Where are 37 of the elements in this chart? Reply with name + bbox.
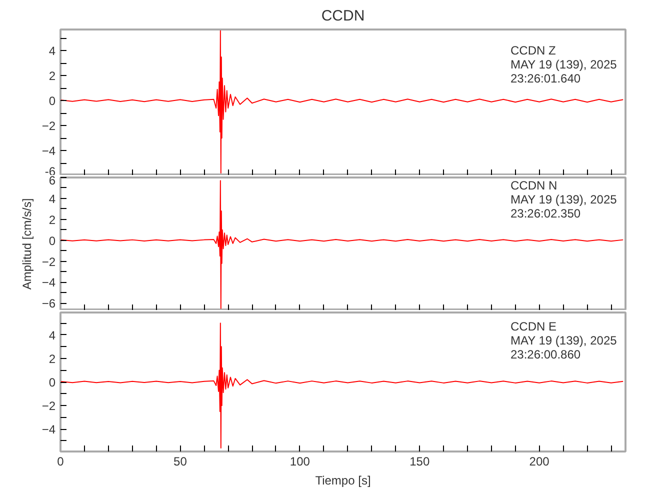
annotation: MAY 19 (139), 2025: [510, 58, 618, 72]
annotation: CCDN N: [510, 178, 558, 192]
y-tick-label: 0: [48, 234, 56, 248]
annotation: CCDN Z: [510, 44, 556, 58]
annotation: MAY 19 (139), 2025: [510, 192, 618, 206]
x-tick-label: 150: [410, 454, 430, 468]
y-tick-label: 2: [48, 212, 56, 227]
annotation: 23:26:01.640: [510, 72, 581, 86]
annotation: MAY 19 (139), 2025: [510, 334, 618, 348]
y-tick-label: −2: [42, 119, 56, 134]
y-tick-label: 4: [48, 44, 56, 58]
x-axis-title: Tiempo [s]: [315, 474, 371, 488]
line-series: [60, 180, 624, 309]
y-tick-label: 2: [48, 69, 56, 84]
y-tick-label: −4: [42, 422, 56, 437]
annotation: CCDN E: [510, 320, 557, 334]
x-tick-label: 200: [529, 454, 550, 468]
y-tick-label: −2: [42, 254, 56, 269]
x-tick-label: 50: [174, 454, 188, 468]
y-tick-label: 0: [48, 376, 56, 390]
y-tick-label: 6: [48, 174, 56, 188]
y-tick-label: −4: [42, 144, 56, 158]
annotation: 23:26:02.350: [510, 206, 581, 220]
y-tick-label: 0: [48, 94, 56, 108]
y-tick-label: −4: [42, 276, 56, 290]
y-tick-label: 4: [48, 192, 56, 206]
y-tick-label: −6: [42, 296, 56, 311]
annotation: 23:26:00.860: [510, 348, 581, 362]
y-tick-label: 2: [48, 352, 56, 366]
y-tick-label: −2: [42, 399, 56, 414]
line-series: [60, 30, 624, 174]
y-axis-title: Amplitud [cm/s/s]: [20, 198, 34, 290]
line-series: [60, 322, 624, 448]
x-tick-label: 100: [290, 454, 310, 468]
chart-title: CCDN: [321, 8, 365, 24]
x-tick-label: 0: [57, 454, 64, 468]
y-tick-label: 4: [48, 328, 56, 342]
